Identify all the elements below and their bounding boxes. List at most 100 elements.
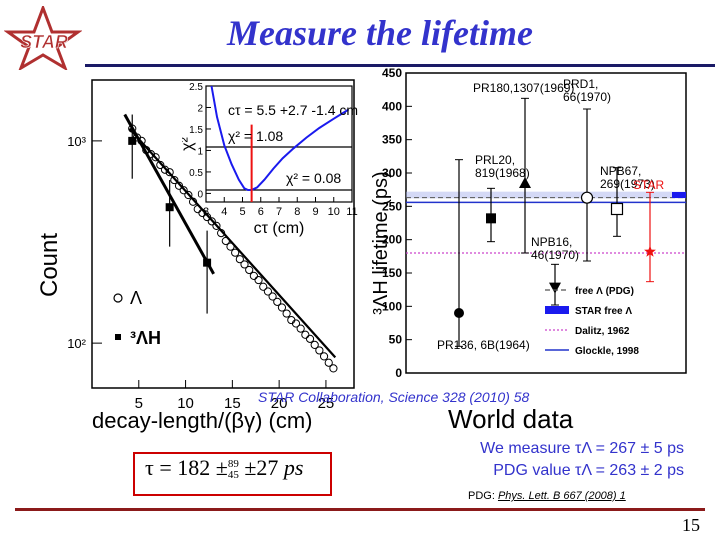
lifetime-point-label-0: PR136, 6B(1964) (437, 338, 530, 352)
lambda-point (170, 175, 179, 185)
x-tick-label-3: 20 (271, 395, 288, 412)
right-y-tick-label-7: 350 (382, 133, 402, 147)
star-logo-text: STAR (20, 32, 68, 52)
lambda-point (268, 292, 277, 301)
lifetime-point-1 (486, 213, 496, 224)
right-y-tick-label-8: 400 (382, 99, 402, 113)
chi2-curve (210, 85, 349, 191)
right-y-tick-label-1: 50 (389, 333, 403, 347)
pdg-value-text: PDG value τΛ = 263 ± 2 ps (493, 462, 684, 479)
lambda-point (277, 303, 287, 312)
hypertriton-point (128, 136, 137, 145)
chi2-inset-chart: χ² cτ (cm) 3 4 5 6 7 8 9 10 11 0 0.5 1 1.5 2 2.5 cτ = … (182, 82, 358, 237)
hypertriton-point (165, 203, 174, 212)
x-tick-label-2: 15 (224, 395, 241, 412)
right-y-tick-label-5: 250 (382, 199, 402, 213)
lambda-point (324, 358, 333, 367)
lambda-point (315, 346, 324, 355)
lambda-point (212, 221, 221, 230)
lambda-point (245, 265, 254, 275)
x-tick-label-4: 25 (318, 395, 335, 412)
result-stat-down: 45 (227, 468, 239, 481)
pdg-reference: PDG: Phys. Lett. B 667 (2008) 1 (468, 490, 626, 502)
chi2-upper-annotation: χ² = 1.08 (228, 128, 283, 144)
inset-x-tick-label-1: 4 (221, 206, 227, 218)
count-axis-label: Count (36, 233, 63, 297)
lifetime-point-5 (610, 202, 624, 216)
inset-x-tick-label-8: 11 (346, 206, 357, 218)
result-syst: ±27 (238, 455, 284, 480)
lambda-point (310, 340, 319, 350)
lambda-point (231, 248, 240, 257)
legend-hypertriton-label: ³ΛH (130, 328, 161, 348)
legend-lambda-label: Λ (130, 288, 142, 308)
lifetime-point-label-1: PRL20, 819(1968) (475, 153, 530, 180)
ctau-annotation: cτ = 5.5 +2.7 -1.4 cm (228, 102, 358, 118)
lambda-point (301, 330, 310, 339)
lambda-point (249, 271, 258, 280)
result-unit: ps (283, 455, 304, 480)
legend-dalitz-label: Dalitz, 1962 (575, 326, 630, 337)
legend-hypertriton-marker (115, 334, 121, 340)
page-title: Measure the lifetime (227, 13, 533, 53)
inset-y-tick-label-3: 1.5 (189, 125, 203, 136)
lambda-point (226, 242, 235, 251)
lifetime-point-2 (519, 177, 531, 188)
lambda-point (329, 364, 338, 373)
citation-text: STAR Collaboration, Science 328 (2010) 5… (258, 389, 530, 405)
pdg-ref-prefix: PDG: (468, 490, 498, 502)
right-plot-frame (405, 72, 687, 374)
lifetime-point-label-3: NPB16, 46(1970) (531, 235, 579, 262)
lambda-point (179, 186, 188, 195)
lambda-point (240, 260, 249, 269)
star-logo: STAR (4, 6, 82, 70)
lambda-point (305, 334, 315, 343)
top-divider (85, 64, 715, 67)
lifetime-point-label-5: NPB67, 269(1973) (600, 164, 655, 191)
lambda-point (254, 275, 263, 285)
legend-glockle-label: Glockle, 1998 (575, 346, 639, 357)
lambda-point (319, 352, 329, 361)
lambda-point (207, 217, 216, 226)
hypertriton-point (203, 258, 212, 267)
result-prefix: τ = 182 ± (145, 455, 228, 480)
y-tick-label-0: 10³ (67, 134, 86, 149)
lambda-fit-line (128, 127, 337, 359)
right-y-tick-label-0: 0 (395, 366, 402, 380)
lambda-point (259, 282, 268, 291)
x-tick-label-1: 10 (177, 395, 194, 412)
lambda-point (184, 190, 193, 200)
lambda-point (151, 153, 160, 162)
lifetime-point-label-2: PR180,1307(1969) (473, 81, 574, 95)
inset-x-tick-label-2: 5 (239, 206, 245, 218)
inset-plot-frame (205, 85, 353, 203)
lifetime-point-label-6: STAR (633, 178, 664, 192)
legend-lambda-marker (113, 293, 123, 303)
star-measurement-text: We measure τΛ = 267 ± 5 ps (480, 440, 684, 457)
right-y-tick-label-9: 450 (382, 68, 402, 80)
inset-y-tick-label-4: 2 (197, 103, 203, 114)
lambda-point (160, 165, 170, 174)
lifetime-point-0 (454, 308, 464, 318)
star-free-lambda-band (406, 191, 686, 199)
inset-y-tick-label-5: 2.5 (189, 82, 203, 93)
lambda-point (165, 168, 174, 177)
lambda-point (296, 324, 305, 333)
lambda-point (273, 297, 282, 306)
bottom-divider (15, 508, 705, 511)
legend-star-free-lambda-label: STAR free Λ (575, 306, 632, 317)
right-y-tick-label-4: 200 (382, 233, 402, 247)
y-tick-label-1: 10² (67, 336, 86, 351)
page-number: 15 (682, 515, 700, 535)
chi2-lower-annotation: χ² = 0.08 (286, 170, 341, 186)
lifetime-point-6 (644, 245, 656, 257)
pdg-ref-link[interactable]: Phys. Lett. B 667 (2008) 1 (497, 490, 626, 502)
chi2-axis-label: χ² (182, 136, 196, 150)
world-data-label: World data (448, 404, 574, 434)
inset-x-tick-label-4: 7 (276, 206, 282, 218)
lifetime-point-3 (549, 282, 561, 294)
legend-free-lambda-label: free Λ (PDG) (575, 286, 634, 297)
result-box (133, 452, 332, 496)
inset-x-tick-label-7: 10 (328, 206, 340, 218)
legend-star-free-lambda-swatch (545, 306, 569, 314)
